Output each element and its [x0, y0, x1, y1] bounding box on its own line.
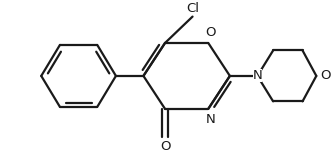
Text: O: O: [320, 69, 331, 82]
Text: Cl: Cl: [186, 2, 199, 15]
Text: O: O: [205, 26, 215, 39]
Text: N: N: [253, 69, 262, 82]
Text: N: N: [206, 113, 215, 126]
Text: O: O: [160, 140, 170, 153]
